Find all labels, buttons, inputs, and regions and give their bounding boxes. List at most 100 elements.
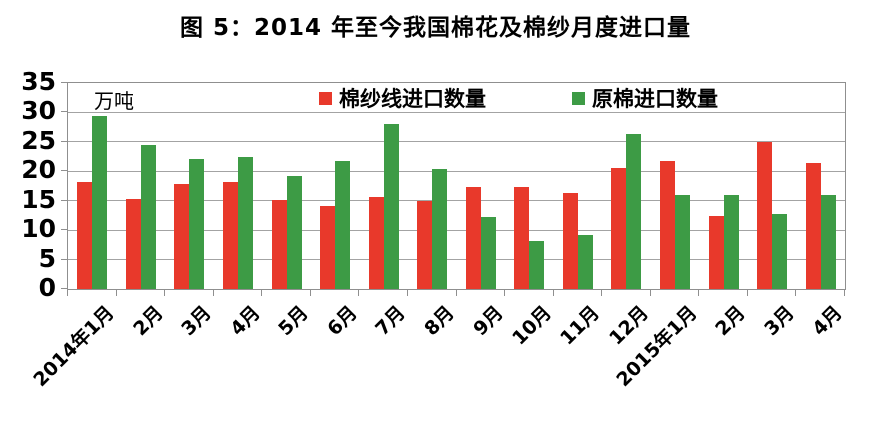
bar-原棉进口数量-12月 xyxy=(626,134,642,289)
x-tick-label-11月: 11月 xyxy=(556,301,605,350)
x-tick-mark xyxy=(844,289,845,296)
bar-棉纱线进口数量-5月 xyxy=(271,199,287,289)
x-tick-mark xyxy=(406,289,408,296)
legend-item-yarn: 棉纱线进口数量 xyxy=(319,84,486,112)
x-tick-mark xyxy=(358,289,360,296)
gridline-25 xyxy=(68,141,845,143)
plot-area: 万吨 棉纱线进口数量 原棉进口数量 xyxy=(67,82,846,290)
legend-item-raw-cotton: 原棉进口数量 xyxy=(572,84,718,112)
x-tick-mark xyxy=(601,289,603,296)
bar-棉纱线进口数量-4月 xyxy=(222,182,238,289)
x-tick-label-2月: 2月 xyxy=(711,301,750,341)
bar-棉纱线进口数量-10月 xyxy=(514,187,530,289)
y-tick-label-35: 35 xyxy=(21,67,56,96)
legend-label-raw-cotton: 原棉进口数量 xyxy=(592,87,718,111)
gridline-5 xyxy=(68,259,845,261)
bar-棉纱线进口数量-2015年1月 xyxy=(660,161,676,289)
bar-group-2月 xyxy=(699,83,748,289)
x-tick-label-10月: 10月 xyxy=(508,301,556,350)
bar-group-2月 xyxy=(117,83,166,289)
y-tick-mark xyxy=(61,199,67,201)
bar-group-2014年1月 xyxy=(68,83,117,289)
gridline-20 xyxy=(68,170,845,172)
x-tick-label-6月: 6月 xyxy=(323,301,362,341)
y-tick-mark xyxy=(61,288,67,289)
bar-group-6月 xyxy=(311,83,360,289)
x-tick-mark xyxy=(649,289,651,296)
x-tick-mark xyxy=(212,289,214,296)
y-tick-label-5: 5 xyxy=(38,243,56,273)
bar-原棉进口数量-11月 xyxy=(577,234,593,289)
bar-group-2015年1月 xyxy=(651,83,700,289)
x-tick-label-3月: 3月 xyxy=(177,301,216,341)
y-tick-mark xyxy=(61,229,67,231)
x-tick-mark xyxy=(504,289,506,296)
x-tick-mark xyxy=(795,289,797,296)
bar-原棉进口数量-9月 xyxy=(480,217,496,289)
bar-棉纱线进口数量-9月 xyxy=(465,186,481,289)
bar-原棉进口数量-2015年1月 xyxy=(675,194,691,289)
y-tick-label-0: 0 xyxy=(38,273,56,302)
gridline-30 xyxy=(68,111,845,113)
bar-group-10月 xyxy=(505,83,554,289)
bar-group-9月 xyxy=(457,83,506,289)
x-tick-label-3月: 3月 xyxy=(760,301,799,341)
y-tick-label-30: 30 xyxy=(21,96,56,126)
x-tick-label-4月: 4月 xyxy=(808,301,848,341)
bar-group-11月 xyxy=(554,83,603,289)
bar-原棉进口数量-10月 xyxy=(529,240,545,289)
bar-棉纱线进口数量-2014年1月 xyxy=(77,182,93,289)
bars-layer xyxy=(68,83,845,289)
x-tick-mark xyxy=(698,289,700,296)
bar-group-8月 xyxy=(408,83,457,289)
legend-label-yarn: 棉纱线进口数量 xyxy=(339,87,486,111)
x-tick-mark xyxy=(67,289,68,296)
x-tick-label-4月: 4月 xyxy=(226,301,265,341)
bar-group-4月 xyxy=(214,83,263,289)
bar-原棉进口数量-2014年1月 xyxy=(92,115,108,289)
x-tick-label-2014年1月: 2014年1月 xyxy=(29,301,119,392)
x-tick-mark xyxy=(746,289,748,296)
legend-swatch-cotton-green-square-icon xyxy=(572,91,585,105)
bar-group-5月 xyxy=(262,83,311,289)
y-tick-label-25: 25 xyxy=(21,125,56,155)
bar-原棉进口数量-2月 xyxy=(140,144,156,289)
bar-棉纱线进口数量-6月 xyxy=(320,206,336,289)
bar-group-3月 xyxy=(748,83,797,289)
bar-group-4月 xyxy=(796,83,845,289)
y-tick-mark xyxy=(61,82,67,83)
bar-棉纱线进口数量-11月 xyxy=(562,193,578,289)
y-tick-label-15: 15 xyxy=(21,184,56,214)
gridline-15 xyxy=(68,200,845,202)
y-tick-mark xyxy=(61,140,67,142)
x-tick-label-2月: 2月 xyxy=(128,301,168,341)
x-tick-mark xyxy=(552,289,554,296)
x-tick-mark xyxy=(261,289,263,296)
x-tick-label-7月: 7月 xyxy=(371,301,411,341)
x-tick-label-5月: 5月 xyxy=(274,301,313,341)
bar-原棉进口数量-6月 xyxy=(335,161,351,289)
bar-棉纱线进口数量-4月 xyxy=(805,163,821,289)
legend-swatch-yarn-red-square-icon xyxy=(319,91,332,105)
bar-原棉进口数量-3月 xyxy=(189,158,205,289)
y-tick-mark xyxy=(61,111,67,113)
bar-原棉进口数量-7月 xyxy=(383,123,399,289)
bar-棉纱线进口数量-2月 xyxy=(708,216,724,289)
gridline-10 xyxy=(68,229,845,231)
bar-棉纱线进口数量-7月 xyxy=(368,197,384,289)
x-tick-mark xyxy=(455,289,457,296)
bar-group-3月 xyxy=(165,83,214,289)
y-axis-unit-label: 万吨 xyxy=(94,89,134,113)
bar-棉纱线进口数量-3月 xyxy=(757,142,773,289)
bar-棉纱线进口数量-3月 xyxy=(174,184,190,289)
bar-棉纱线进口数量-12月 xyxy=(611,168,627,289)
x-tick-mark xyxy=(115,289,117,296)
bar-原棉进口数量-3月 xyxy=(772,214,788,289)
bar-原棉进口数量-5月 xyxy=(286,176,302,289)
y-tick-label-20: 20 xyxy=(21,155,56,185)
bar-原棉进口数量-2月 xyxy=(723,195,739,289)
chart-title: 图 5：2014 年至今我国棉花及棉纱月度进口量 xyxy=(179,15,692,41)
y-tick-mark xyxy=(61,258,67,260)
bar-原棉进口数量-8月 xyxy=(432,168,448,289)
